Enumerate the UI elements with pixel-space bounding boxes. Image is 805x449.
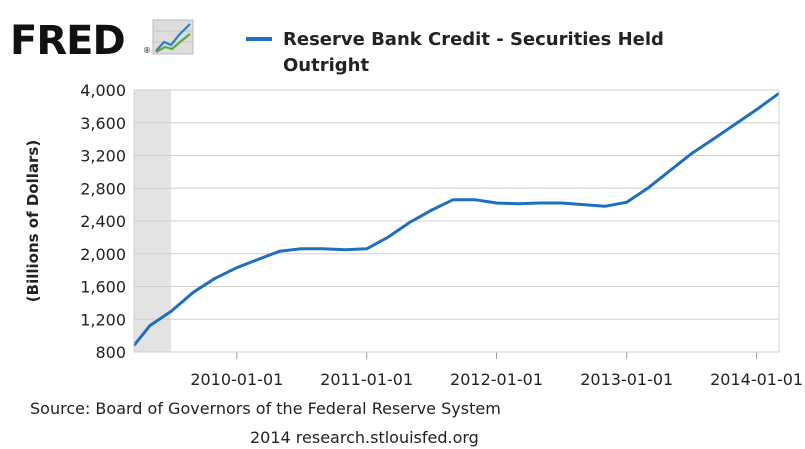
x-tick-label: 2010-01-01: [190, 370, 283, 389]
y-axis-title: (Billions of Dollars): [24, 140, 42, 302]
y-tick-label: 2,800: [80, 179, 126, 198]
y-tick-label: 3,600: [80, 114, 126, 133]
x-tick-label: 2013-01-01: [580, 370, 673, 389]
series-line: [132, 92, 780, 347]
y-tick-label: 4,000: [80, 81, 126, 100]
y-tick-label: 1,200: [80, 310, 126, 329]
fred-logo-text: FRED: [10, 18, 125, 64]
mini-chart-icon: [152, 19, 194, 55]
source-text: Source: Board of Governors of the Federa…: [30, 399, 501, 418]
y-axis: 800 1,200 1,600 2,000 2,400 2,800 3,200 3,600 4,…: [80, 81, 126, 362]
x-tick-label: 2011-01-01: [320, 370, 413, 389]
credit-text: 2014 research.stlouisfed.org: [250, 428, 479, 447]
y-tick-label: 800: [95, 343, 126, 362]
x-tick-label: 2014-01-01: [710, 370, 803, 389]
legend-label-line2: Outright: [283, 55, 369, 76]
fred-logo: FRED ®: [10, 18, 194, 64]
y-tick-label: 2,400: [80, 212, 126, 231]
legend: Reserve Bank Credit - Securities Held Ou…: [246, 29, 664, 76]
legend-label-line1: Reserve Bank Credit - Securities Held: [283, 29, 664, 50]
x-axis: 2010-01-01 2011-01-01 2012-01-01 2013-01-01…: [190, 352, 803, 389]
y-tick-label: 2,000: [80, 245, 126, 264]
x-tick-label: 2012-01-01: [450, 370, 543, 389]
y-tick-label: 3,200: [80, 147, 126, 166]
registered-mark: ®: [143, 46, 151, 55]
plot-area: 800 1,200 1,600 2,000 2,400 2,800 3,200 3,600 4,…: [80, 81, 803, 389]
plot-border: [133, 89, 780, 353]
y-tick-label: 1,600: [80, 278, 126, 297]
